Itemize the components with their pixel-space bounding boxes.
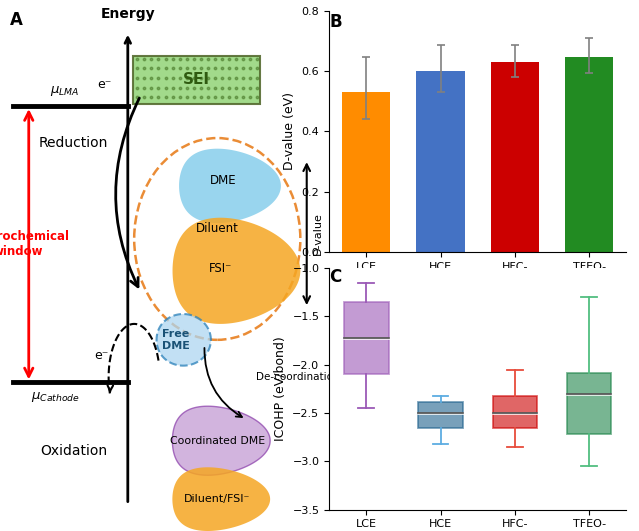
Text: B: B <box>329 13 342 31</box>
Text: Electrochemical
window: Electrochemical window <box>0 230 70 258</box>
Bar <box>567 373 612 434</box>
Text: Oxidation: Oxidation <box>40 444 107 458</box>
Polygon shape <box>157 314 211 366</box>
Bar <box>417 71 465 252</box>
Text: SEI: SEI <box>183 72 210 87</box>
Bar <box>133 56 261 104</box>
Y-axis label: ICOHP (eV/bond): ICOHP (eV/bond) <box>273 337 287 441</box>
Text: DME: DME <box>210 174 237 187</box>
Bar <box>342 92 390 252</box>
Text: Energy: Energy <box>100 7 155 21</box>
Text: Diluent/FSI⁻: Diluent/FSI⁻ <box>184 494 250 504</box>
Text: $\mu_{LMA}$: $\mu_{LMA}$ <box>50 84 80 98</box>
Text: FSI⁻: FSI⁻ <box>209 262 232 275</box>
Text: Coordinated DME: Coordinated DME <box>170 436 265 446</box>
Text: e⁻: e⁻ <box>95 349 109 362</box>
Polygon shape <box>173 406 270 475</box>
Bar <box>344 302 389 374</box>
Text: $\mu_{Cathode}$: $\mu_{Cathode}$ <box>31 390 80 404</box>
Polygon shape <box>173 218 300 324</box>
Text: C: C <box>329 268 341 286</box>
Text: e⁻: e⁻ <box>98 79 112 91</box>
Polygon shape <box>173 467 270 531</box>
Text: D-value: D-value <box>313 212 323 255</box>
Bar <box>493 396 537 427</box>
Bar <box>491 62 539 252</box>
Bar <box>419 401 463 427</box>
Polygon shape <box>179 149 281 223</box>
Text: De-coordination: De-coordination <box>256 372 339 382</box>
Bar <box>565 57 613 252</box>
Text: Reduction: Reduction <box>39 136 108 150</box>
Text: Diluent: Diluent <box>196 222 239 235</box>
Y-axis label: D-value (eV): D-value (eV) <box>283 92 296 170</box>
Text: Free
DME: Free DME <box>162 329 190 350</box>
Text: A: A <box>10 11 22 29</box>
